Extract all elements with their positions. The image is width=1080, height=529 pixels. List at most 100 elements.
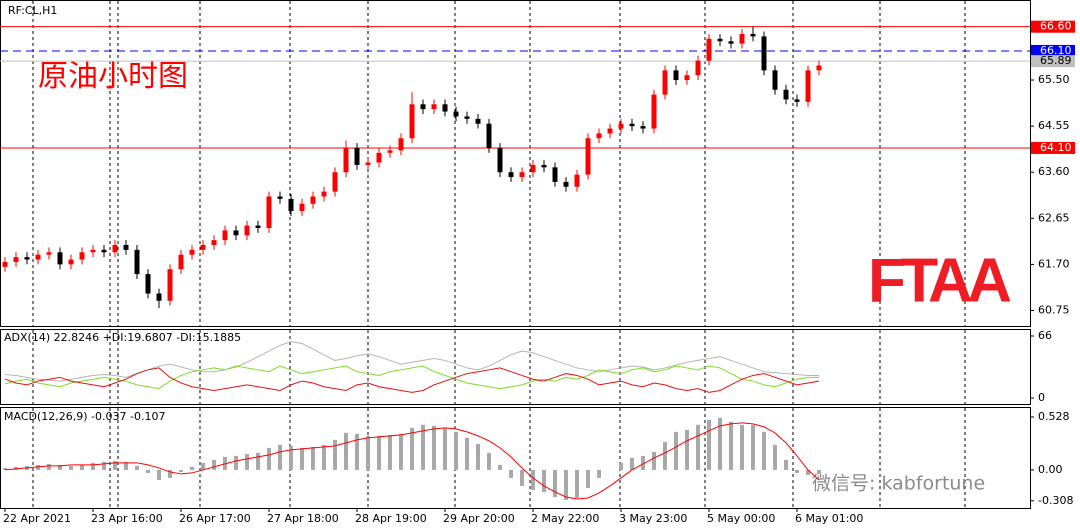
candle-body [673,70,679,81]
candle-body [464,116,470,119]
y-tick-label: 64.55 [1038,119,1070,132]
candle-body [706,38,712,61]
chart-title: RF:CL,H1 [8,4,57,17]
candle-body [805,70,811,102]
macd-bar [333,439,337,470]
candle-body [475,118,481,124]
candle-body [739,33,745,44]
candle-body [24,257,30,260]
macd-bar [179,469,183,472]
candle-body [200,244,206,250]
macd-bar [454,431,458,470]
logo: FTAA [868,246,1012,315]
candle-body [299,203,305,212]
macd-bar [476,443,480,470]
annotation: 原油小时图 [38,59,188,94]
candle-body [519,172,525,178]
macd-bar [685,429,689,470]
macd-bar [542,469,546,492]
macd-bar [553,469,557,497]
candle-body [79,252,85,260]
macd-bar [696,424,700,470]
macd-bar [641,455,645,470]
macd-bar [784,459,788,470]
y-tick-label: 63.60 [1038,165,1070,178]
macd-bar [267,447,271,470]
level-label: 66.10 [1040,44,1072,57]
indicator-line [4,367,820,393]
macd-bar [597,469,601,478]
macd-bar [762,431,766,470]
level-box [1031,20,1075,33]
candle-body [112,244,118,253]
x-tick-label: 6 May 01:00 [795,512,863,525]
candle-body [486,123,492,148]
candle-body [244,225,250,236]
macd-title: MACD(12,26,9) -0.037 -0.107 [4,410,165,423]
candle-body [585,138,591,175]
x-tick-label: 26 Apr 17:00 [179,512,251,525]
macd-bar [498,464,502,470]
x-tick-label: 22 Apr 2021 [3,512,71,525]
level-label: 64.10 [1040,141,1072,154]
period-separators [32,1,966,508]
x-tick-label: 5 May 00:00 [707,512,775,525]
macd-bar [344,432,348,470]
x-tick-label: 3 May 23:00 [619,512,687,525]
macd-bar [146,469,150,473]
macd-bar [256,452,260,470]
candle-body [783,89,789,100]
macd-bar [410,427,414,470]
level-box [1031,141,1075,154]
macd-bar [289,445,293,470]
candle-body [794,99,800,102]
candle-body [607,128,613,134]
macd-bar [168,469,172,478]
watermark: 微信号: kabfortune [812,473,985,495]
macd-bar [355,433,359,470]
candle-body [453,111,459,117]
candle-body [123,244,129,250]
macd-bar [190,466,194,470]
level-box [1031,55,1075,68]
macd-bar [773,444,777,470]
macd-bar [652,451,656,470]
macd-bar [278,444,282,470]
indicator-line [4,341,819,382]
candle-body [574,174,580,187]
level-box [1031,44,1075,57]
y-tick-label: 65.50 [1038,73,1070,86]
candle-body [167,269,173,301]
indicator-line [4,365,819,390]
macd-bar [432,425,436,470]
candle-body [772,70,778,90]
x-tick-label: 23 Apr 16:00 [91,512,163,525]
macd-bar [806,469,810,475]
macd-panel [0,407,1031,509]
candle-body [145,274,151,294]
macd-bar [443,427,447,470]
candle-body [376,152,382,163]
candle-body [255,225,261,229]
macd-bar [388,434,392,470]
candle-body [761,36,767,71]
candle-body [156,293,162,301]
macd-bar [487,452,491,470]
candle-body [750,33,756,37]
macd-bar [3,467,7,470]
macd-bar [751,424,755,470]
candle-body [2,261,8,267]
candle-body [354,147,360,165]
candle-body [266,196,272,229]
candle-body [46,252,52,255]
candle-body [365,162,371,165]
candle-body [222,230,228,241]
candle-body [442,104,448,112]
x-tick-label: 2 May 22:00 [531,512,599,525]
macd-bar [586,469,590,488]
candle-body [189,249,195,255]
macd-bar [575,469,579,498]
macd-bar [674,431,678,470]
macd-bar [663,441,667,470]
